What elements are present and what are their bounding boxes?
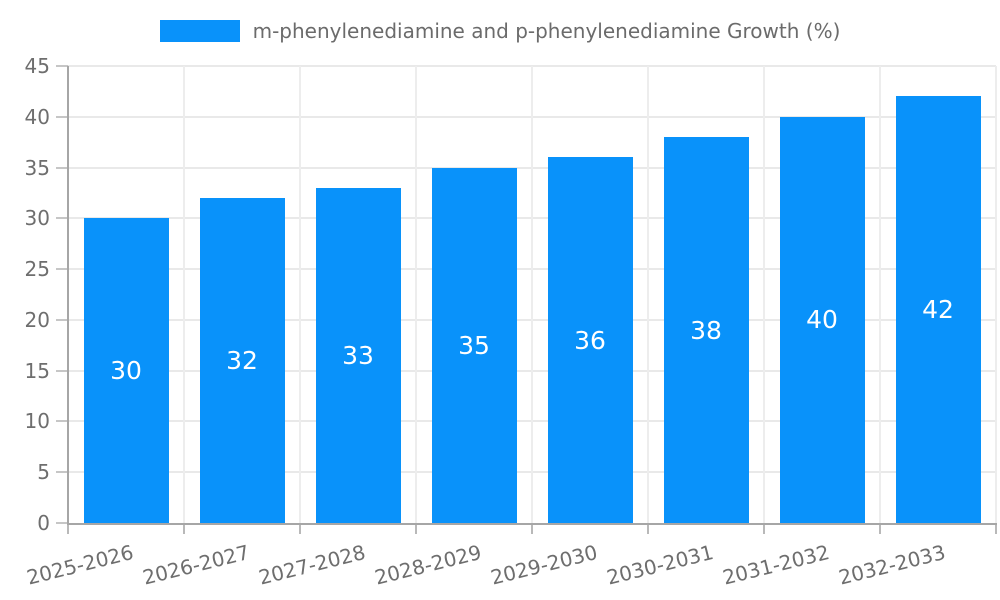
- x-gridline: [299, 66, 301, 523]
- bar-value-label: 35: [458, 330, 490, 360]
- y-tick: [56, 420, 68, 423]
- x-gridline: [879, 66, 881, 523]
- x-tick: [183, 523, 185, 534]
- x-tick: [299, 523, 301, 534]
- y-tick-label: 30: [24, 206, 50, 231]
- y-tick: [56, 115, 68, 118]
- bar[interactable]: 30: [83, 218, 169, 523]
- y-tick-label: 40: [24, 104, 50, 129]
- y-tick-label: 45: [24, 54, 50, 78]
- y-tick: [56, 65, 68, 67]
- bar-value-label: 32: [226, 346, 258, 375]
- x-tick-label: 2032-2033: [836, 540, 948, 590]
- y-axis-line: [67, 66, 69, 525]
- bar-value-label: 40: [806, 305, 838, 335]
- bar-value-label: 42: [922, 295, 954, 325]
- bar-value-label: 36: [574, 325, 606, 355]
- x-tick: [995, 523, 997, 534]
- x-tick-label: 2029-2030: [488, 540, 600, 590]
- bar-value-label: 38: [690, 315, 722, 345]
- x-gridline: [183, 66, 185, 523]
- x-axis-line: [67, 523, 997, 525]
- y-tick: [56, 217, 68, 220]
- x-tick: [763, 523, 765, 534]
- bar[interactable]: 42: [895, 96, 981, 523]
- y-tick-label: 35: [24, 155, 50, 180]
- x-gridline: [531, 66, 533, 523]
- bar[interactable]: 32: [199, 198, 285, 523]
- bar-value-label: 30: [110, 356, 142, 386]
- bar[interactable]: 40: [779, 116, 865, 523]
- x-tick: [67, 523, 69, 534]
- y-tick-label: 25: [24, 257, 50, 282]
- y-tick: [56, 268, 68, 271]
- bar[interactable]: 35: [431, 167, 517, 523]
- x-tick: [531, 523, 533, 534]
- x-tick-label: 2027-2028: [256, 540, 368, 590]
- y-tick-label: 15: [24, 358, 50, 383]
- x-tick: [879, 523, 881, 534]
- y-tick-label: 20: [24, 307, 50, 332]
- x-gridline: [763, 66, 765, 523]
- x-tick-label: 2031-2032: [720, 540, 832, 590]
- y-tick-label: 0: [37, 511, 50, 535]
- legend-label: m-phenylenediamine and p-phenylenediamin…: [252, 19, 841, 43]
- x-tick: [415, 523, 417, 534]
- y-tick: [56, 522, 68, 524]
- y-tick: [56, 471, 68, 474]
- y-tick: [56, 369, 68, 372]
- y-tick: [56, 318, 68, 321]
- bar[interactable]: 33: [315, 187, 401, 523]
- x-gridline: [995, 66, 997, 523]
- x-gridline: [647, 66, 649, 523]
- x-tick-label: 2025-2026: [24, 540, 136, 590]
- x-tick-label: 2026-2027: [140, 540, 252, 590]
- y-tick-label: 5: [37, 460, 50, 485]
- x-tick-label: 2030-2031: [604, 540, 716, 590]
- legend-swatch: [159, 20, 240, 42]
- x-tick: [647, 523, 649, 534]
- y-tick: [56, 166, 68, 169]
- x-gridline: [415, 66, 417, 523]
- x-tick-label: 2028-2029: [372, 540, 484, 590]
- y-tick-label: 10: [24, 409, 50, 434]
- bar[interactable]: 36: [547, 157, 633, 523]
- bar-value-label: 33: [342, 340, 374, 370]
- legend[interactable]: m-phenylenediamine and p-phenylenediamin…: [0, 19, 1000, 43]
- bar[interactable]: 38: [663, 137, 749, 523]
